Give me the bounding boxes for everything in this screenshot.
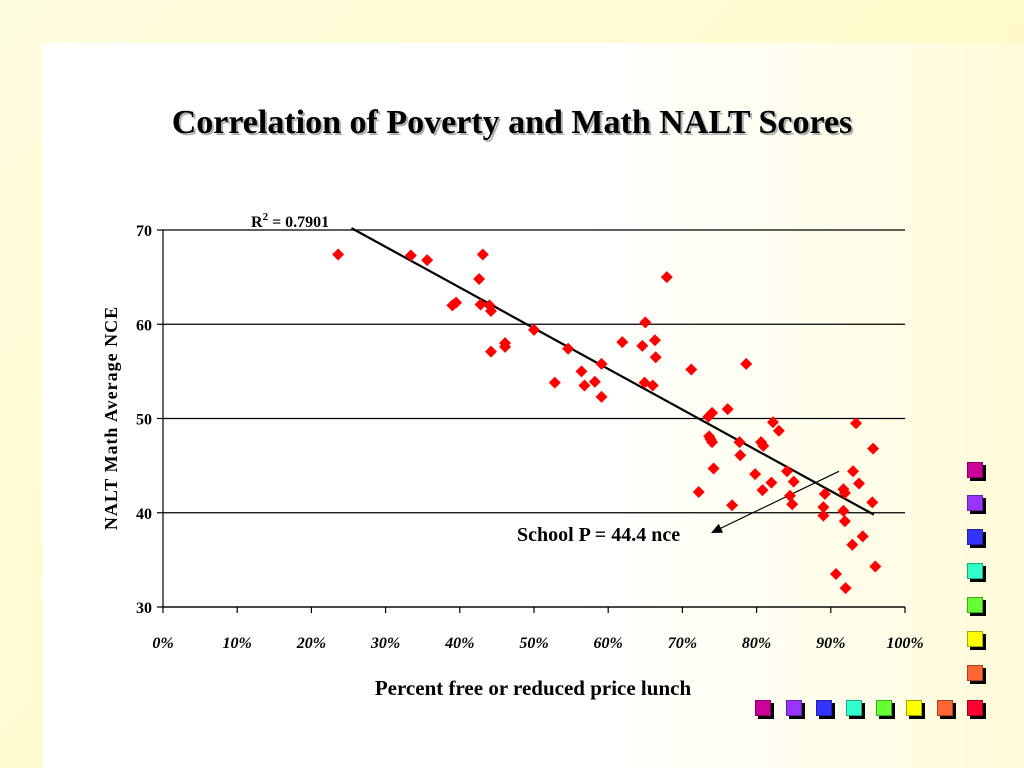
- y-tick-label: 30: [136, 600, 152, 617]
- data-point: [578, 379, 591, 392]
- data-point: [783, 489, 796, 502]
- data-point: [499, 337, 512, 350]
- y-tick-label: 60: [136, 317, 152, 334]
- data-point: [867, 442, 880, 455]
- data-point: [706, 406, 719, 419]
- data-points: [332, 248, 882, 595]
- data-point: [575, 365, 588, 378]
- data-point: [421, 254, 434, 267]
- gridlines: [163, 229, 905, 608]
- y-tick-label: 50: [136, 412, 152, 429]
- data-point: [721, 403, 734, 416]
- data-point: [548, 376, 561, 389]
- data-point: [648, 334, 661, 347]
- data-point: [856, 530, 869, 543]
- r-squared-superscript: 2: [263, 211, 269, 223]
- data-point: [838, 486, 851, 499]
- slide-panel: [42, 43, 1024, 768]
- data-point: [781, 465, 794, 478]
- trendline-group: [350, 227, 875, 533]
- x-tick-label: 80%: [742, 635, 771, 652]
- data-point: [734, 449, 747, 462]
- data-point: [476, 248, 489, 261]
- x-tick-label: 90%: [816, 635, 845, 652]
- x-tick-label: 40%: [444, 635, 474, 652]
- data-point: [852, 477, 865, 490]
- data-point: [692, 486, 705, 499]
- data-point: [588, 375, 601, 388]
- data-point: [636, 339, 649, 352]
- data-point: [837, 504, 850, 517]
- r-squared-value: = 0.7901: [268, 214, 329, 231]
- x-tick-label: 10%: [223, 635, 252, 652]
- r-squared-label: R2 = 0.7901: [251, 211, 329, 231]
- x-tick-label: 50%: [519, 635, 548, 652]
- data-point: [484, 305, 497, 318]
- data-point: [787, 475, 800, 488]
- data-point: [562, 342, 575, 355]
- x-tick-label: 100%: [886, 635, 923, 652]
- data-point: [474, 298, 487, 311]
- data-point: [850, 417, 863, 430]
- y-axis-title: NALT Math Average NCE: [101, 306, 121, 530]
- annotation-label: School P = 44.4 nce: [517, 524, 680, 546]
- data-point: [404, 249, 417, 262]
- data-point: [847, 465, 860, 478]
- data-point: [838, 515, 851, 528]
- data-point: [450, 296, 463, 309]
- data-point: [646, 379, 659, 392]
- data-point: [706, 436, 719, 449]
- data-point: [639, 316, 652, 329]
- annotation-arrowhead: [711, 523, 724, 533]
- data-point: [707, 462, 720, 475]
- data-point: [829, 568, 842, 581]
- data-point: [685, 363, 698, 376]
- x-tick-label: 20%: [296, 635, 326, 652]
- data-point: [786, 498, 799, 511]
- r-squared-prefix: R: [251, 214, 263, 231]
- annotation-arrow-line: [714, 470, 840, 532]
- data-point: [660, 271, 673, 284]
- data-point: [740, 357, 753, 370]
- data-point: [733, 436, 746, 449]
- data-point: [595, 357, 608, 370]
- data-point: [846, 538, 859, 551]
- y-tick-label: 40: [136, 506, 152, 523]
- y-tick-label: 70: [136, 223, 152, 240]
- data-point: [765, 476, 778, 489]
- x-tick-label: 0%: [152, 635, 173, 652]
- data-point: [757, 439, 770, 452]
- data-point: [726, 499, 739, 512]
- data-point: [866, 496, 879, 509]
- trendline: [350, 227, 875, 516]
- chart-labels: R2 = 0.7901 School P = 44.4 nce Percent …: [101, 211, 691, 700]
- data-point: [473, 273, 486, 286]
- x-tick-label: 70%: [668, 635, 697, 652]
- data-point: [332, 248, 345, 261]
- data-point: [817, 509, 830, 522]
- data-point: [839, 582, 852, 595]
- data-point: [528, 323, 540, 336]
- data-point: [749, 468, 762, 481]
- data-point: [869, 560, 882, 573]
- data-point: [818, 487, 831, 500]
- slide-title: Correlation of Poverty and Math NALT Sco…: [171, 104, 853, 141]
- data-point: [817, 501, 830, 514]
- data-point: [595, 390, 608, 403]
- data-point: [766, 416, 779, 429]
- data-point: [484, 345, 497, 358]
- axes: 30 40 50 60 70 0% 10% 20% 30% 40% 50% 60% 70% 80% 90% 1…: [136, 223, 924, 652]
- data-point: [649, 351, 662, 364]
- x-axis-title: Percent free or reduced price lunch: [375, 676, 692, 700]
- x-tick-label: 30%: [370, 635, 400, 652]
- data-point: [616, 336, 629, 349]
- data-point: [772, 424, 785, 437]
- x-tick-label: 60%: [594, 635, 623, 652]
- data-point: [756, 484, 769, 497]
